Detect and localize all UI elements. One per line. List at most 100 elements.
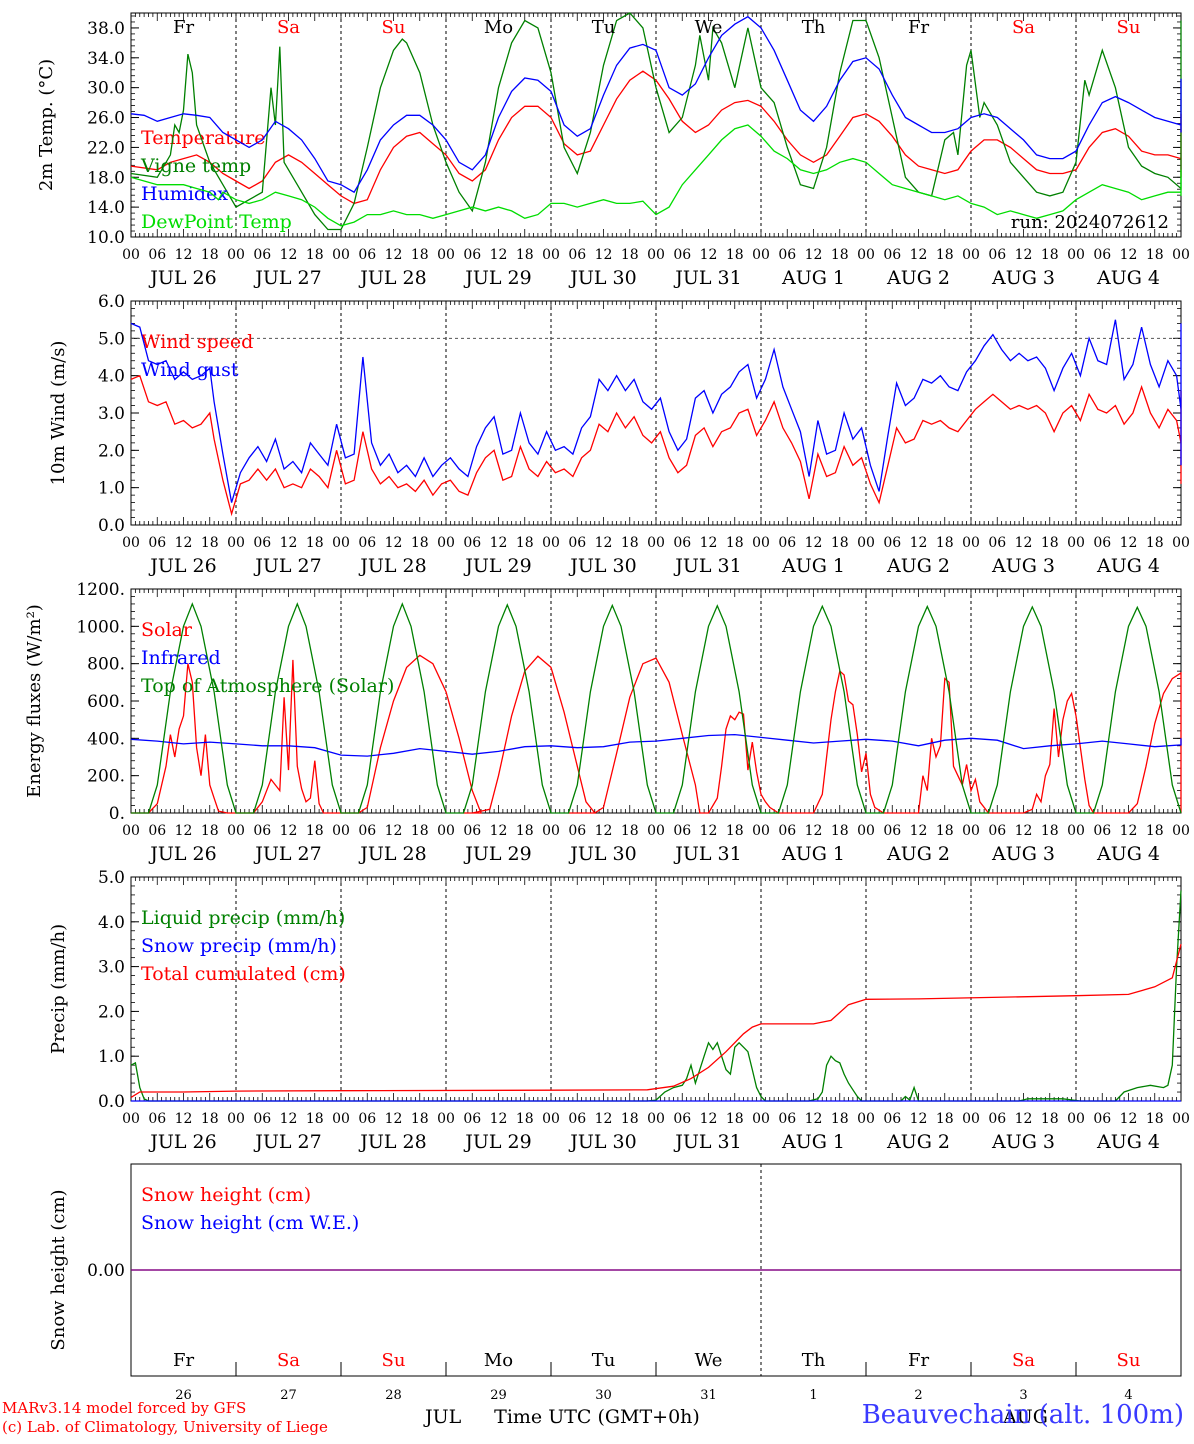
y-axis-title: 2m Temp. (°C) (36, 59, 57, 191)
hour-label: 18 (621, 823, 639, 839)
hour-label: 00 (437, 247, 455, 263)
hour-label: 12 (385, 823, 403, 839)
panel-frame-1 (130, 300, 1182, 526)
date-label: JUL 31 (673, 555, 741, 577)
hour-label: 00 (542, 823, 560, 839)
y-tick-label: 4.0 (98, 913, 125, 933)
hour-label: 06 (673, 1111, 691, 1127)
hour-label: 18 (726, 535, 744, 551)
hour-label: 00 (857, 823, 875, 839)
date-label: JUL 28 (358, 555, 426, 577)
legend-label: Vigne temp (140, 155, 251, 177)
y-axis-title: Precip (mm/h) (48, 924, 69, 1054)
y-tick-label: 2.0 (98, 1002, 125, 1022)
hour-label: 00 (122, 535, 140, 551)
hour-label: 06 (358, 535, 376, 551)
hour-label: 06 (358, 823, 376, 839)
hour-label: 12 (175, 247, 193, 263)
hour-label: 00 (857, 247, 875, 263)
hour-label: 06 (673, 535, 691, 551)
legend-label: Liquid precip (mm/h) (141, 907, 345, 929)
hour-label: 06 (463, 1111, 481, 1127)
hour-label: 18 (411, 823, 429, 839)
hour-label: 00 (332, 1111, 350, 1127)
hour-label: 06 (358, 247, 376, 263)
x-axis-title: Time UTC (GMT+0h) (494, 1406, 700, 1428)
day-number-label: 3 (1019, 1388, 1027, 1403)
hour-label: 00 (437, 823, 455, 839)
date-label: JUL 26 (148, 555, 216, 577)
hour-label: 00 (752, 1111, 770, 1127)
hour-label: 18 (621, 1111, 639, 1127)
hour-label: 06 (778, 247, 796, 263)
day-number-label: 4 (1124, 1388, 1132, 1403)
hour-label: 18 (726, 823, 744, 839)
month-label-jul: JUL (425, 1406, 462, 1428)
hour-label: 06 (988, 247, 1006, 263)
hour-label: 12 (595, 1111, 613, 1127)
date-label: JUL 29 (463, 1131, 531, 1153)
date-label: JUL 29 (463, 555, 531, 577)
hour-label: 12 (1120, 823, 1138, 839)
hour-label: 06 (253, 535, 271, 551)
y-tick-label: 1200. (76, 580, 125, 600)
date-label: JUL 26 (148, 1131, 216, 1153)
date-label: JUL 27 (253, 843, 321, 865)
hour-label: 12 (490, 535, 508, 551)
hour-label: 00 (332, 823, 350, 839)
hour-label: 12 (490, 823, 508, 839)
day-name-label: Fr (173, 17, 194, 38)
date-label: AUG 4 (1096, 267, 1160, 289)
hour-label: 12 (490, 1111, 508, 1127)
series-total-cumulated-cm (130, 944, 1182, 1098)
series-wind-speed (130, 374, 1182, 517)
hour-label: 18 (1146, 823, 1164, 839)
hour-label: 18 (306, 247, 324, 263)
legend-label: Wind speed (141, 331, 253, 353)
hour-label: 00 (1172, 247, 1190, 263)
date-label: AUG 2 (886, 267, 950, 289)
date-label: AUG 1 (781, 267, 845, 289)
hour-label: 00 (122, 247, 140, 263)
y-tick-label: 10.0 (87, 228, 125, 248)
hour-label: 06 (148, 1111, 166, 1127)
hour-label: 12 (700, 247, 718, 263)
hour-label: 06 (673, 247, 691, 263)
y-tick-label: 1.0 (98, 1047, 125, 1067)
hour-label: 00 (122, 823, 140, 839)
hour-label: 00 (542, 1111, 560, 1127)
y-tick-label: 1.0 (98, 479, 125, 499)
hour-label: 12 (1120, 535, 1138, 551)
y-tick-label: 0.00 (87, 1261, 125, 1281)
y-tick-label: 400. (87, 729, 125, 749)
hour-label: 12 (595, 535, 613, 551)
y-tick-label: 22.0 (87, 138, 125, 158)
hour-label: 12 (385, 247, 403, 263)
hour-label: 18 (201, 1111, 219, 1127)
y-tick-label: 3.0 (98, 404, 125, 424)
hour-label: 18 (411, 1111, 429, 1127)
y-axis-title: 10m Wind (m/s) (48, 341, 69, 486)
day-name-label: Su (1117, 1350, 1141, 1371)
date-label: JUL 28 (358, 267, 426, 289)
hour-label: 18 (1041, 247, 1059, 263)
day-number-label: 31 (700, 1388, 717, 1403)
day-number-label: 30 (595, 1388, 612, 1403)
hour-label: 00 (962, 823, 980, 839)
hour-label: 12 (595, 247, 613, 263)
date-label: AUG 1 (781, 843, 845, 865)
hour-label: 06 (883, 535, 901, 551)
hour-label: 06 (883, 247, 901, 263)
series-wind-gust (130, 319, 1182, 503)
hour-label: 06 (778, 1111, 796, 1127)
hour-label: 12 (1015, 247, 1033, 263)
day-name-label: Mo (484, 17, 513, 38)
hour-label: 06 (988, 823, 1006, 839)
date-label: AUG 4 (1096, 1131, 1160, 1153)
y-tick-label: 800. (87, 655, 125, 675)
hour-label: 00 (1172, 1111, 1190, 1127)
hour-label: 18 (831, 247, 849, 263)
day-number-label: 26 (175, 1388, 192, 1403)
day-name-label: Sa (1012, 1350, 1035, 1371)
